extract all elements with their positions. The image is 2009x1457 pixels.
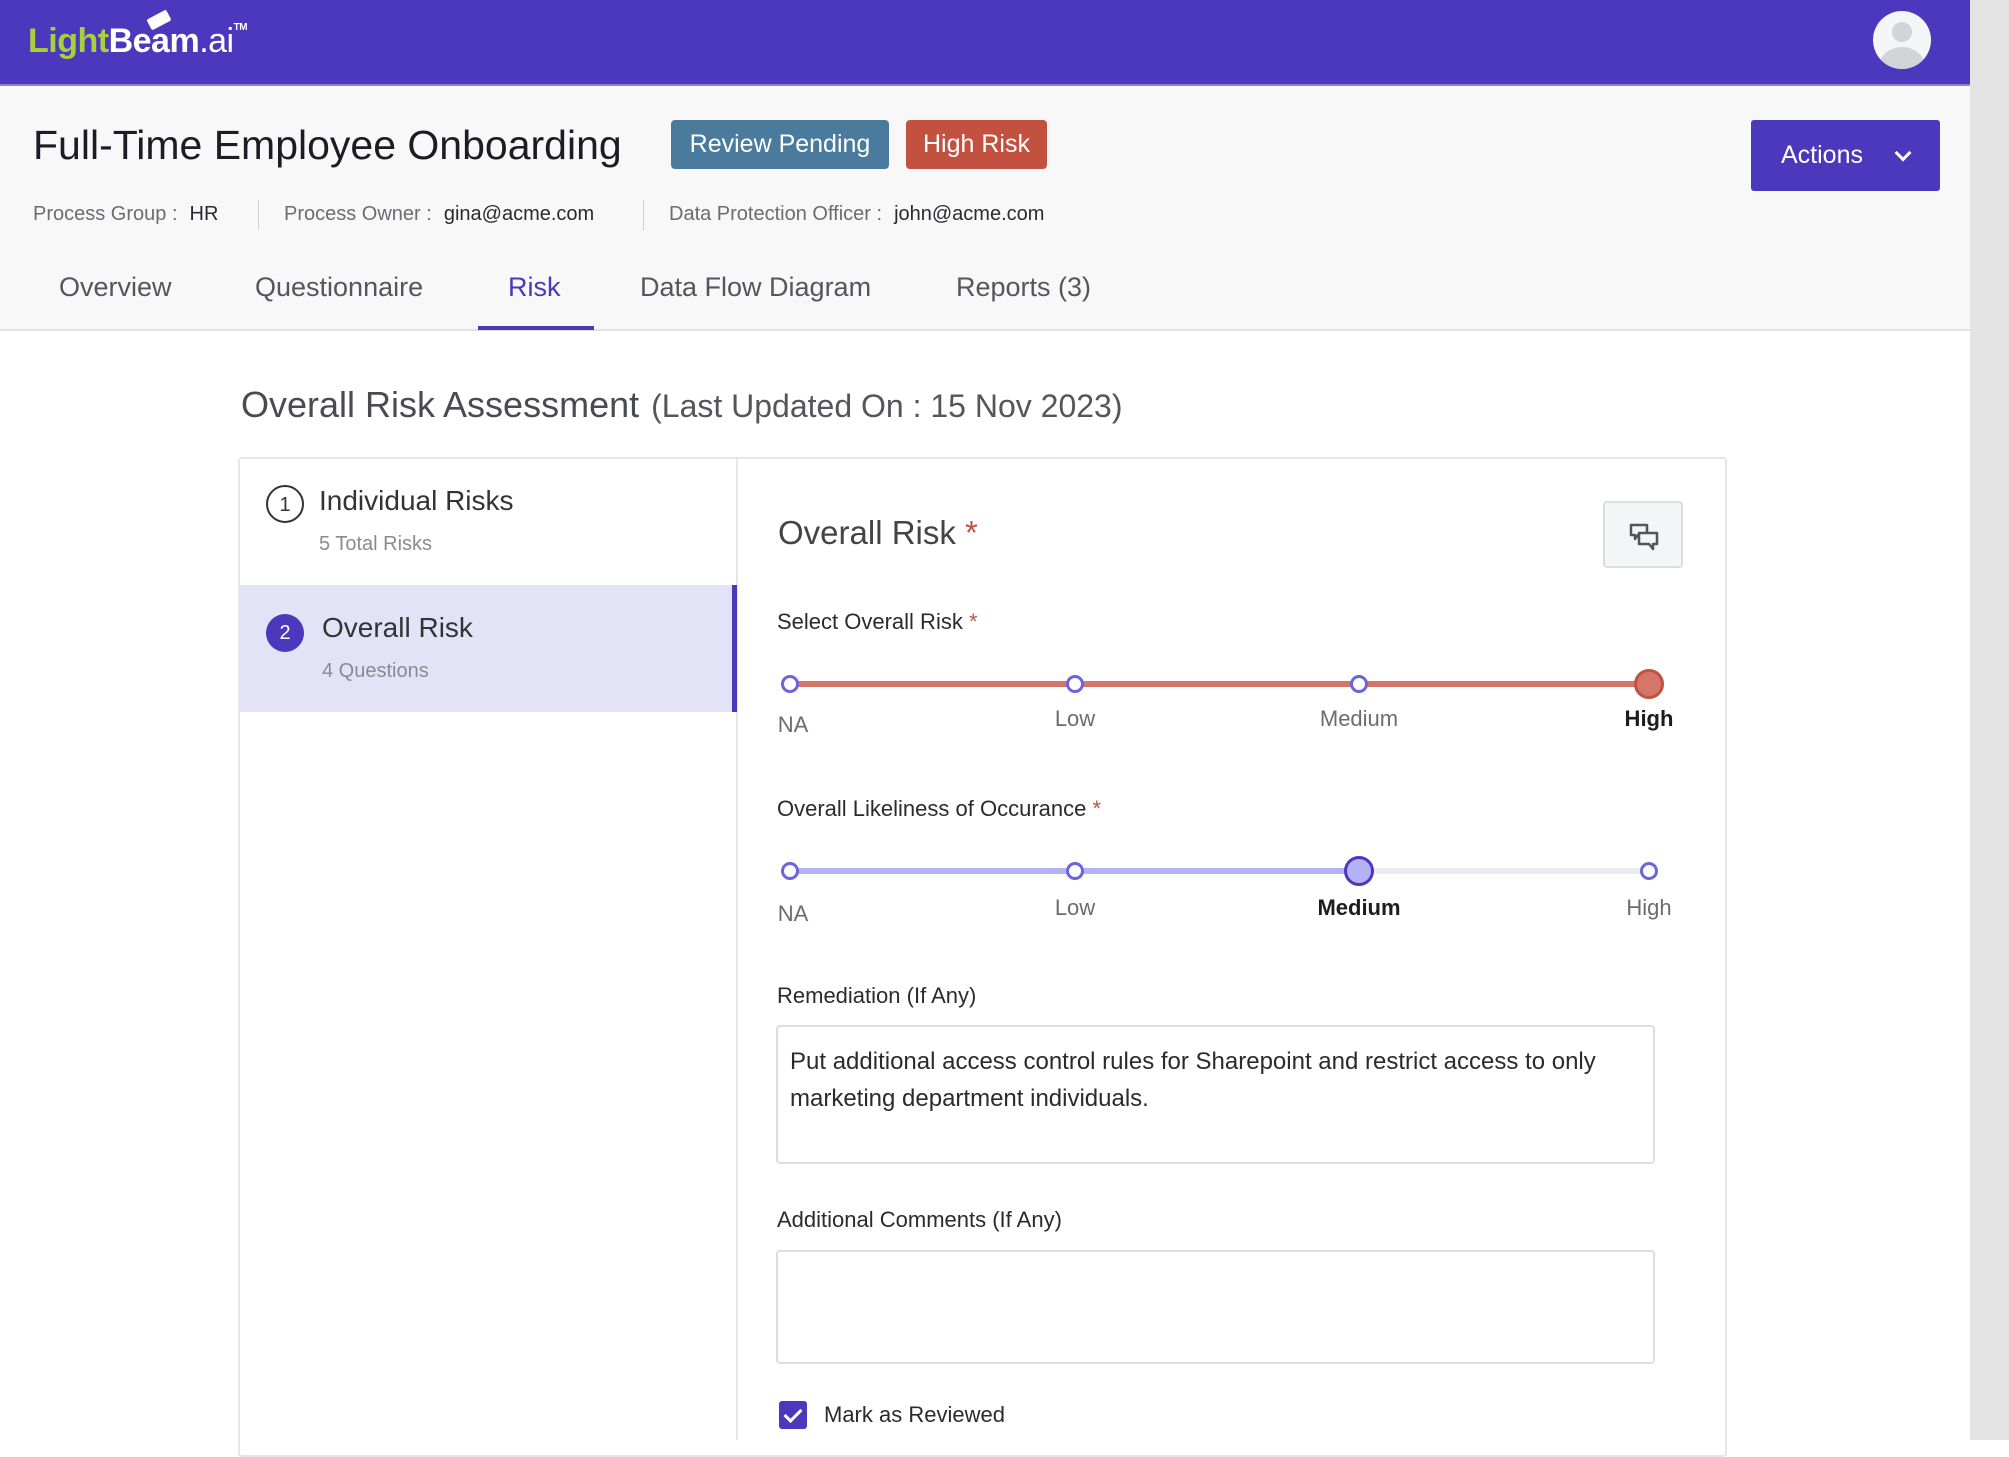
divider: [643, 200, 644, 230]
actions-button[interactable]: Actions: [1751, 120, 1940, 191]
remediation-textarea[interactable]: Put additional access control rules for …: [776, 1025, 1655, 1164]
chevron-down-icon: [1894, 144, 1912, 162]
last-updated: (Last Updated On : 15 Nov 2023): [651, 388, 1123, 424]
comments-label: Additional Comments (If Any): [777, 1207, 1062, 1232]
logo-part: eam: [132, 22, 200, 60]
top-navbar: [0, 0, 1970, 86]
required-mark: *: [968, 609, 978, 634]
page-title: Full-Time Employee Onboarding: [33, 122, 622, 168]
slider-stop[interactable]: [1640, 862, 1658, 880]
actions-label: Actions: [1781, 141, 1863, 169]
slider-option-label: Medium: [1317, 895, 1401, 920]
likeliness-slider[interactable]: NA Low Medium High: [778, 851, 1672, 926]
slider-fill: [790, 681, 1649, 687]
slider-option-label: High: [1626, 895, 1672, 920]
chat-bubbles-icon: [1629, 523, 1659, 551]
meta-label: Process Owner :: [284, 203, 432, 225]
logo-part: Light: [28, 22, 109, 60]
tab-reports[interactable]: Reports (3): [956, 272, 1092, 302]
meta-value: HR: [189, 203, 219, 225]
required-mark: *: [965, 514, 978, 551]
label-text: Select Overall Risk: [777, 609, 963, 634]
tab-overview[interactable]: Overview: [59, 272, 172, 302]
panel-title: Overall Risk *: [778, 514, 978, 552]
slider-stop[interactable]: [1350, 675, 1368, 693]
section-title: Overall Risk Assessment (Last Updated On …: [241, 384, 1123, 426]
label-text: Overall Likeliness of Occurance: [777, 796, 1087, 821]
likeliness-label: Overall Likeliness of Occurance *: [777, 796, 1101, 822]
slider-option-label: Medium: [1319, 706, 1399, 731]
slider-stop[interactable]: [1344, 856, 1374, 886]
divider: [258, 200, 259, 230]
logo-part: B: [108, 22, 134, 60]
meta-value: gina@acme.com: [443, 203, 595, 225]
meta-value: john@acme.com: [894, 203, 1045, 225]
tab-questionnaire[interactable]: Questionnaire: [255, 272, 424, 302]
overall-risk-slider[interactable]: NA Low Medium High: [778, 664, 1673, 737]
step-number: 2: [266, 614, 304, 652]
slider-stop[interactable]: [1066, 862, 1084, 880]
overall-risk-label: Select Overall Risk *: [777, 609, 978, 635]
meta-label: Process Group :: [33, 203, 178, 225]
slider-stop[interactable]: [781, 862, 799, 880]
step-overall-risk[interactable]: 2 Overall Risk 4 Questions: [240, 585, 737, 712]
comments-textarea[interactable]: [776, 1250, 1655, 1364]
column-divider: [736, 459, 738, 1440]
risk-badge: High Risk: [906, 120, 1047, 169]
meta-label: Data Protection Officer :: [669, 203, 883, 225]
mark-reviewed-label[interactable]: Mark as Reviewed: [824, 1402, 1005, 1427]
meta-process-group: Process Group : HR: [33, 203, 218, 226]
meta-process-owner: Process Owner : gina@acme.com: [284, 203, 594, 226]
tab-data-flow-diagram[interactable]: Data Flow Diagram: [640, 272, 872, 302]
comments-button[interactable]: [1603, 501, 1683, 568]
slider-stop[interactable]: [1066, 675, 1084, 693]
tab-risk[interactable]: Risk: [508, 272, 561, 302]
step-individual-risks[interactable]: 1 Individual Risks 5 Total Risks: [240, 459, 737, 585]
mark-reviewed-checkbox[interactable]: [779, 1401, 807, 1429]
logo-part: .ai: [199, 22, 234, 60]
step-subtitle: 4 Questions: [322, 660, 429, 682]
section-title-text: Overall Risk Assessment: [241, 384, 640, 425]
slider-option-label: NA: [777, 901, 809, 926]
user-avatar-icon[interactable]: [1873, 11, 1931, 69]
logo-tm: TM: [233, 22, 248, 33]
step-title: Individual Risks: [319, 485, 514, 516]
panel-title-text: Overall Risk: [778, 514, 956, 551]
step-subtitle: 5 Total Risks: [319, 533, 433, 555]
meta-dpo: Data Protection Officer : john@acme.com: [669, 203, 1044, 226]
active-tab-indicator: [478, 326, 594, 330]
slider-stop[interactable]: [781, 675, 799, 693]
slider-option-label: High: [1624, 706, 1674, 731]
slider-option-label: Low: [1054, 895, 1096, 920]
required-mark: *: [1092, 796, 1102, 821]
slider-option-label: Low: [1054, 706, 1096, 731]
slider-stop[interactable]: [1634, 669, 1664, 699]
remediation-label: Remediation (If Any): [777, 983, 977, 1008]
step-title: Overall Risk: [322, 612, 473, 643]
status-badge: Review Pending: [671, 120, 889, 169]
logo[interactable]: LightBeam.aiTM: [28, 22, 248, 61]
scroll-gutter: [1970, 0, 2009, 1440]
step-number: 1: [266, 485, 304, 523]
slider-option-label: NA: [777, 712, 809, 737]
